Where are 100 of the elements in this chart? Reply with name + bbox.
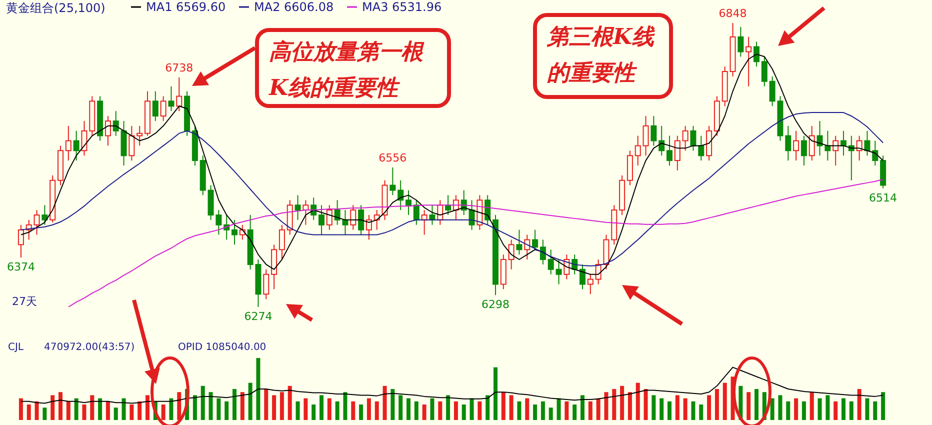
text: 470972.00(43:57) [44,342,135,353]
bar [842,398,846,420]
bar [82,404,86,420]
bar [596,398,600,420]
annotation: 高位放量第一根K线的重要性 [255,28,451,108]
candlestick [65,125,72,162]
bar [351,401,356,420]
bar [42,408,47,420]
bar [406,398,410,420]
candlestick [263,268,270,300]
bar [161,404,166,420]
bar [722,382,727,420]
bar [446,395,450,420]
candlestick [690,125,696,152]
bar [382,386,387,420]
candlestick [350,204,356,230]
candlestick [580,264,586,290]
chart-title: CJL [8,342,24,353]
candlestick [152,90,158,122]
legend-label: MA2 6606.08 [254,0,334,14]
bar [26,404,31,420]
candlestick [366,214,372,240]
bar [454,401,458,420]
candlestick [761,56,768,87]
candlestick [18,224,24,258]
bar [628,392,632,420]
candlestick [516,229,522,256]
candlestick [666,135,672,166]
bar [714,389,719,420]
bar [288,386,292,420]
bar [580,395,584,420]
bar [66,401,70,420]
bar [146,395,150,420]
candlestick [81,120,88,156]
annotation: 6274 [244,310,272,323]
bar [343,392,348,420]
bar [74,398,78,420]
bar [691,401,696,420]
bar [232,389,236,420]
annotation: 6298 [482,298,510,312]
bar [556,398,561,420]
candlestick [540,239,546,265]
bar [652,395,656,420]
annotation: 6514 [869,191,898,204]
bar [34,401,39,420]
bar [707,395,712,420]
bar [280,392,284,420]
bar [810,392,814,420]
bar [359,404,364,420]
candlestick [104,116,111,146]
bar [422,404,426,420]
candlestick [746,36,752,87]
annotation: 27天 [12,295,37,308]
candlestick [808,125,815,162]
bar [256,358,260,420]
annotation: 6374 [6,260,35,274]
bar [320,395,324,420]
bar [470,398,474,420]
bar [786,401,790,420]
bar [90,395,94,420]
bar [177,392,182,420]
bar [240,392,244,420]
candlestick [872,140,878,166]
candlestick [34,210,40,236]
bar [248,382,252,420]
candlestick [358,204,364,236]
bar [525,398,530,420]
bar [533,404,538,420]
bar [826,395,830,420]
candlestick [390,166,396,196]
candlestick [278,224,285,260]
annotation: 6556 [378,151,407,164]
bar [660,398,664,420]
candlestick [112,110,119,136]
bar [216,398,221,420]
bar [494,367,498,420]
bar [296,401,300,420]
bar [335,401,340,420]
candlestick [232,219,238,246]
bar [517,401,522,420]
bar [138,401,142,420]
bar [564,401,569,420]
candlestick [698,135,704,162]
bar [272,395,276,420]
candlestick [398,180,404,211]
bar [312,404,316,420]
bar [675,395,680,420]
candlestick [468,200,475,230]
bar [778,395,782,420]
bar [114,408,118,420]
candlestick [294,194,301,220]
bar [834,401,838,420]
bar [327,398,332,420]
bar [224,401,229,420]
bar [572,404,577,420]
candlestick [754,41,760,68]
legend-label: MA1 6569.60 [146,0,226,14]
annotation: 第三根K线的重要性 [533,13,673,99]
candlestick [42,204,48,226]
bar [192,395,197,420]
